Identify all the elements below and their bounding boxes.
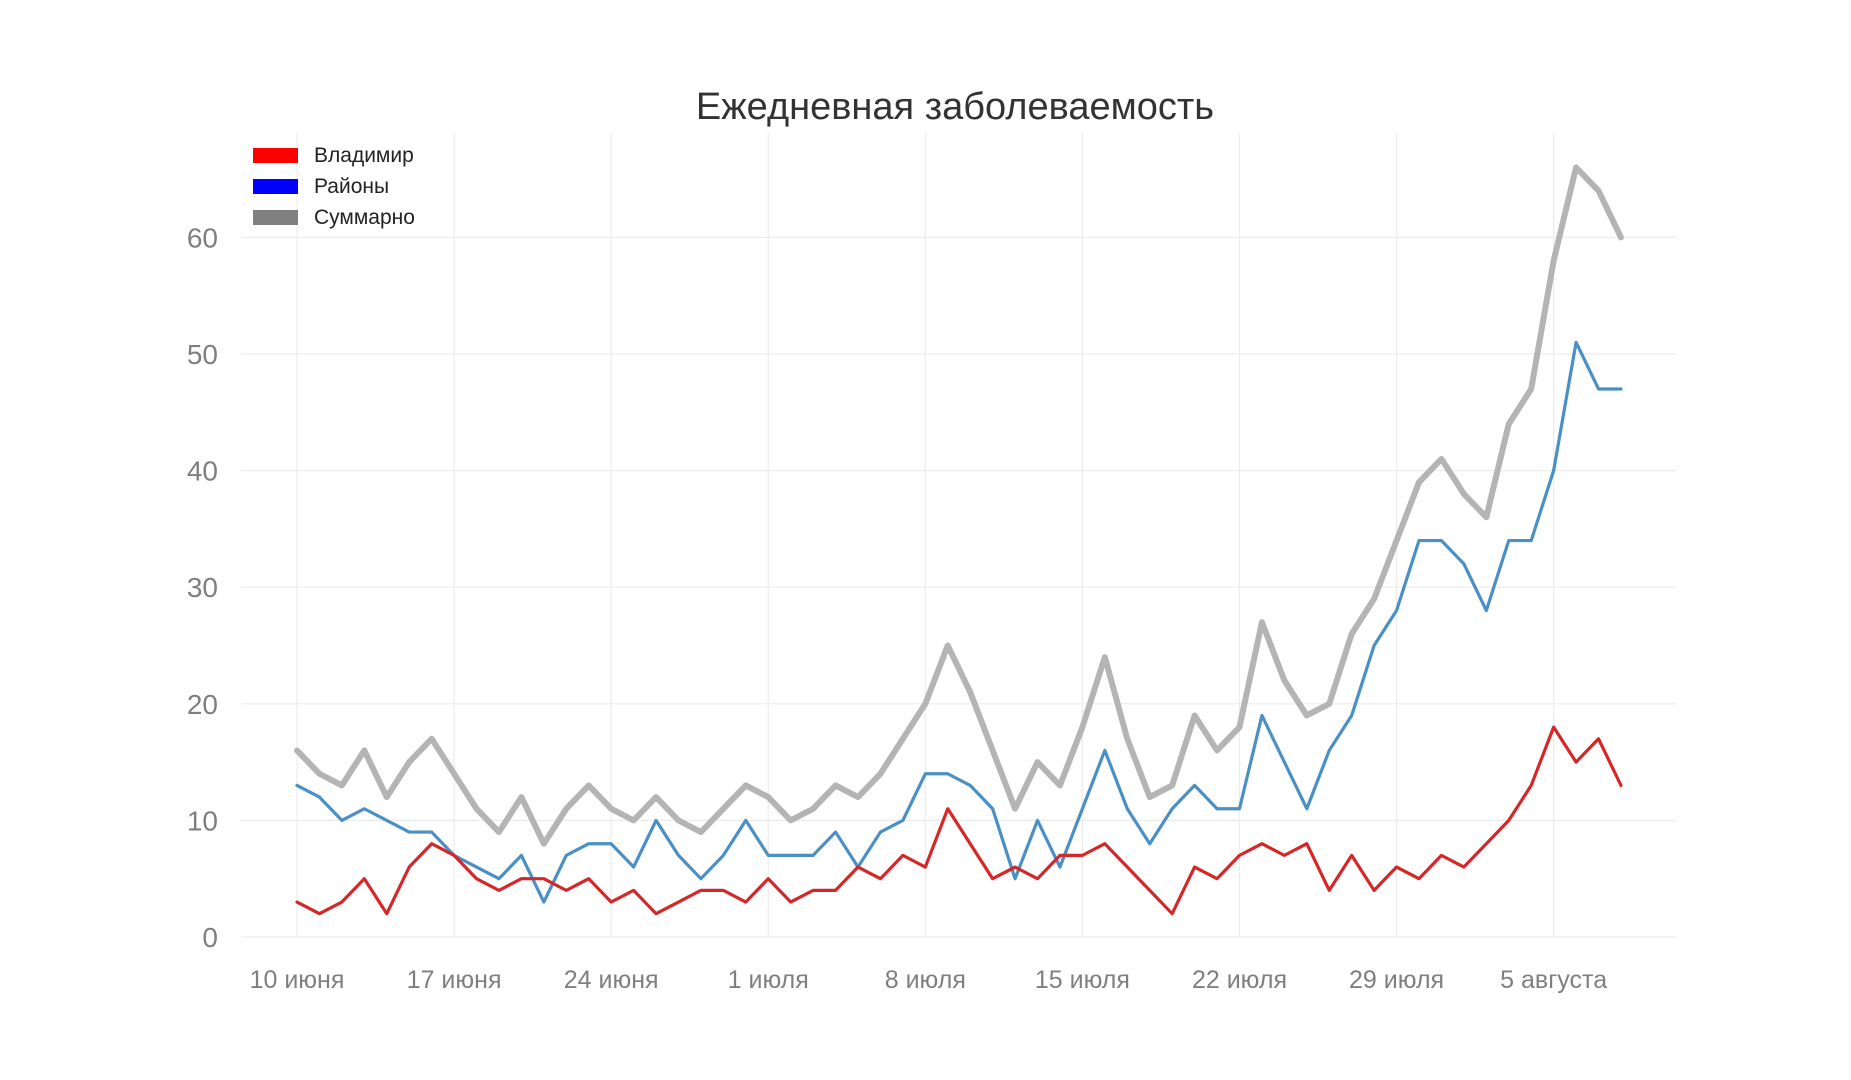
series-line-2 <box>294 164 1624 847</box>
x-tick-label: 17 июня <box>407 966 502 994</box>
x-tick-label: 15 июля <box>1035 966 1130 994</box>
x-tick-label: 8 июля <box>885 966 966 994</box>
series-lines <box>294 164 1624 916</box>
y-axis-ticks: 0 10 20 30 40 50 60 <box>187 222 218 953</box>
x-tick-label: 10 июня <box>250 966 345 994</box>
x-tick-label: 24 июня <box>564 966 659 994</box>
series-line-1 <box>295 340 1623 904</box>
y-tick-label: 60 <box>187 222 218 253</box>
legend-label: Владимир <box>314 144 414 167</box>
y-tick-label: 30 <box>187 572 218 603</box>
x-tick-label: 5 августа <box>1500 966 1607 994</box>
y-tick-label: 0 <box>202 922 218 953</box>
y-tick-label: 10 <box>187 805 218 836</box>
legend-swatch <box>253 179 298 194</box>
chart-title: Ежедневная заболеваемость <box>696 86 1214 128</box>
x-tick-label: 22 июля <box>1192 966 1287 994</box>
grid <box>241 133 1676 938</box>
legend-swatch <box>253 148 298 163</box>
y-tick-label: 50 <box>187 339 218 370</box>
y-tick-label: 20 <box>187 689 218 720</box>
x-tick-label: 1 июля <box>728 966 809 994</box>
legend-label: Районы <box>314 175 389 198</box>
x-axis-ticks: 10 июня 17 июня 24 июня 1 июля 8 июля 15 июля… <box>250 966 1608 994</box>
legend: Владимир Районы Суммарно <box>253 144 415 229</box>
y-tick-label: 40 <box>187 456 218 487</box>
series-line-0 <box>295 725 1623 916</box>
x-tick-label: 29 июля <box>1349 966 1444 994</box>
legend-swatch <box>253 210 298 225</box>
legend-label: Суммарно <box>314 206 415 229</box>
